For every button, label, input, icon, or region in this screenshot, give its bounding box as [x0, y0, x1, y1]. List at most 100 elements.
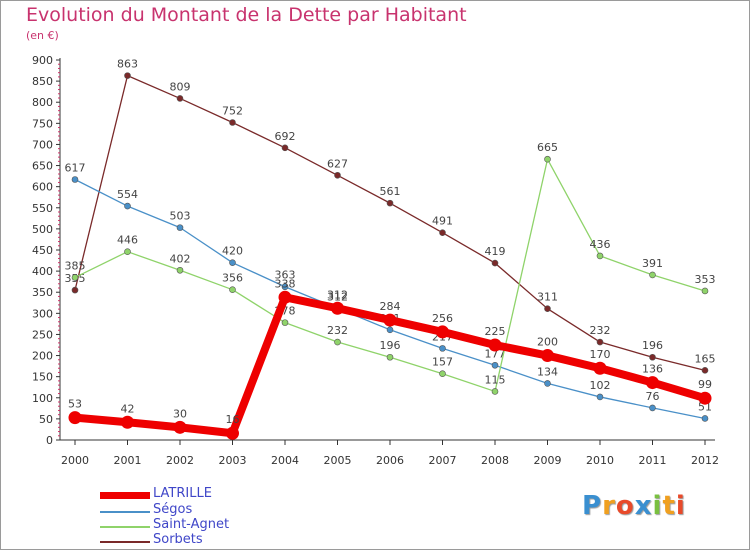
- point-latrille-2011: [646, 376, 659, 390]
- point-latrille-2005: [331, 301, 344, 315]
- data-label-latrille-2004: 338: [275, 277, 296, 290]
- point-sorbets-2002: [176, 95, 184, 102]
- point-sorbets-2004: [281, 144, 289, 152]
- point-sorbets-2007: [439, 229, 446, 236]
- point-saint-agnet-2010: [596, 252, 604, 260]
- point-s-gos-2002: [176, 224, 184, 231]
- x-tick-label-2003: 2003: [219, 454, 247, 467]
- point-latrille-2002: [173, 420, 187, 434]
- point-saint-agnet-2004: [281, 319, 289, 326]
- data-label-sorbets-2007: 491: [432, 215, 453, 228]
- y-tick-label-750: 750: [32, 117, 53, 130]
- data-label-saint-agnet-2009: 665: [537, 141, 558, 154]
- point-sorbets-2000: [71, 286, 79, 294]
- point-s-gos-2004: [281, 283, 289, 291]
- data-label-saint-agnet-2001: 446: [117, 234, 138, 247]
- point-latrille-2008: [488, 338, 502, 352]
- data-label-latrille-2005: 312: [327, 288, 348, 301]
- point-latrille-2006: [383, 313, 397, 327]
- y-tick-label-400: 400: [32, 265, 53, 278]
- data-label-saint-agnet-2008: 115: [485, 373, 506, 386]
- x-tick-label-2007: 2007: [429, 454, 457, 467]
- legend-label-sorbets: Sorbets: [153, 532, 203, 547]
- data-label-s-gos-2000: 617: [65, 161, 86, 174]
- data-label-saint-agnet-2003: 356: [222, 272, 243, 285]
- data-label-saint-agnet-2002: 402: [170, 252, 191, 265]
- point-saint-agnet-2000: [71, 274, 79, 281]
- point-latrille-2012: [698, 391, 712, 405]
- data-label-s-gos-2002: 503: [170, 210, 191, 223]
- data-label-sorbets-2011: 196: [642, 339, 663, 352]
- x-tick-label-2009: 2009: [534, 454, 562, 467]
- y-tick-label-850: 850: [32, 75, 53, 88]
- x-tick-label-2012: 2012: [691, 454, 719, 467]
- x-tick-label-2006: 2006: [376, 454, 404, 467]
- data-label-s-gos-2001: 554: [117, 188, 138, 201]
- y-tick-label-150: 150: [32, 371, 53, 384]
- y-tick-label-0: 0: [46, 434, 53, 447]
- point-sorbets-2011: [649, 353, 656, 361]
- data-label-latrille-2008: 225: [485, 325, 506, 338]
- point-saint-agnet-2005: [334, 338, 341, 346]
- y-tick-label-600: 600: [32, 181, 53, 194]
- data-label-s-gos-2003: 420: [222, 245, 243, 258]
- y-tick-label-650: 650: [32, 160, 53, 173]
- point-latrille-2004: [278, 290, 292, 304]
- legend-swatch-saint-agnet: [100, 526, 150, 528]
- data-label-saint-agnet-2011: 391: [642, 257, 663, 270]
- point-s-gos-2010: [596, 393, 604, 401]
- point-s-gos-2011: [649, 404, 656, 412]
- data-label-saint-agnet-2007: 157: [432, 356, 453, 369]
- point-saint-agnet-2001: [124, 248, 131, 255]
- y-tick-label-300: 300: [32, 307, 53, 320]
- y-tick-label-100: 100: [32, 392, 53, 405]
- point-s-gos-2001: [124, 202, 131, 210]
- data-label-sorbets-2009: 311: [537, 291, 558, 304]
- x-tick-label-2011: 2011: [639, 454, 667, 467]
- y-tick-label-900: 900: [32, 54, 53, 67]
- data-label-latrille-2003: 16: [226, 413, 240, 426]
- data-label-s-gos-2011: 76: [646, 390, 660, 403]
- point-s-gos-2008: [491, 361, 499, 369]
- legend-label-saint-agnet: Saint-Agnet: [153, 517, 230, 532]
- data-label-s-gos-2012: 51: [698, 400, 712, 413]
- y-tick-label-500: 500: [32, 223, 53, 236]
- y-tick-label-250: 250: [32, 328, 53, 341]
- point-latrille-2000: [68, 411, 82, 425]
- legend-swatch-sorbets: [100, 541, 150, 543]
- point-s-gos-2007: [439, 345, 446, 352]
- x-tick-label-2001: 2001: [114, 454, 142, 467]
- point-latrille-2001: [121, 415, 134, 429]
- point-saint-agnet-2007: [439, 370, 446, 378]
- x-tick-label-2004: 2004: [271, 454, 299, 467]
- point-saint-agnet-2002: [176, 266, 184, 274]
- data-label-saint-agnet-2005: 232: [327, 324, 348, 337]
- point-sorbets-2009: [544, 305, 551, 312]
- chart-title: Evolution du Montant de la Dette par Hab…: [26, 4, 467, 26]
- x-tick-label-2008: 2008: [481, 454, 509, 467]
- point-saint-agnet-2003: [229, 286, 236, 293]
- point-s-gos-2006: [386, 326, 394, 334]
- data-label-latrille-2010: 170: [590, 348, 611, 361]
- legend-swatch-latrille: [100, 492, 150, 499]
- data-label-saint-agnet-2012: 353: [695, 273, 716, 286]
- point-s-gos-2000: [71, 176, 79, 183]
- point-sorbets-2005: [334, 171, 341, 179]
- data-label-saint-agnet-2010: 436: [590, 238, 611, 251]
- point-latrille-2007: [436, 325, 449, 339]
- point-s-gos-2009: [544, 380, 551, 387]
- data-label-latrille-2001: 42: [121, 402, 135, 415]
- proxiti-logo: Proxiti: [582, 491, 686, 521]
- x-tick-label-2000: 2000: [61, 454, 89, 467]
- point-latrille-2010: [593, 361, 607, 375]
- unit-label: (en €): [26, 29, 59, 42]
- y-tick-label-350: 350: [32, 286, 53, 299]
- data-label-sorbets-2001: 863: [117, 58, 138, 71]
- point-saint-agnet-2011: [649, 271, 656, 279]
- legend-label-segos: Ségos: [153, 502, 193, 517]
- data-label-latrille-2002: 30: [173, 407, 187, 420]
- x-tick-label-2002: 2002: [166, 454, 194, 467]
- data-label-latrille-2009: 200: [537, 336, 558, 349]
- y-tick-label-700: 700: [32, 138, 53, 151]
